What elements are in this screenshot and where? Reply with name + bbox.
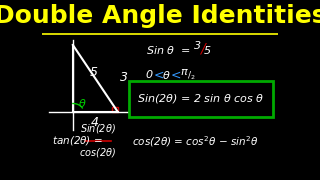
Text: $Sin$(2$\theta$): $Sin$(2$\theta$): [80, 122, 116, 135]
Text: θ: θ: [78, 98, 85, 109]
Text: $\theta$: $\theta$: [162, 69, 171, 81]
Text: $tan$(2$\theta$) =: $tan$(2$\theta$) =: [52, 134, 103, 147]
Text: 3: 3: [119, 71, 127, 84]
Text: /: /: [200, 42, 204, 56]
Text: 3: 3: [194, 41, 201, 51]
Bar: [112, 107, 118, 112]
Text: Sin $\theta$  =: Sin $\theta$ =: [146, 44, 191, 56]
Text: 5: 5: [204, 46, 212, 56]
Text: $cos$(2$\theta$) = $cos^2\theta$ $-$ $sin^2\theta$: $cos$(2$\theta$) = $cos^2\theta$ $-$ $si…: [132, 134, 259, 149]
Text: $\pi$: $\pi$: [180, 67, 189, 77]
Text: <: <: [171, 68, 181, 81]
Text: 5: 5: [90, 66, 98, 78]
Text: $Sin$(2$\theta$) = 2 $sin$ $\theta$ $cos$ $\theta$: $Sin$(2$\theta$) = 2 $sin$ $\theta$ $cos…: [138, 92, 265, 105]
Text: $/_{2}$: $/_{2}$: [187, 70, 196, 82]
Text: <: <: [154, 68, 164, 81]
Text: $cos$(2$\theta$): $cos$(2$\theta$): [79, 146, 116, 159]
Text: Double Angle Identities: Double Angle Identities: [0, 4, 320, 28]
Text: 4: 4: [91, 116, 99, 129]
Text: 0: 0: [146, 70, 153, 80]
